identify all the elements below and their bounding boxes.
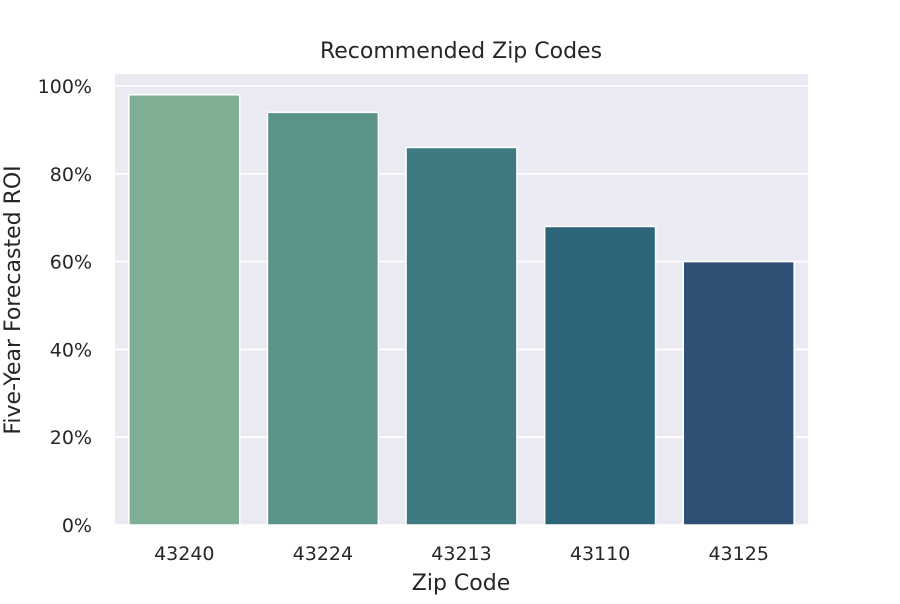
bar-43125 <box>682 260 795 526</box>
bar-43224 <box>266 111 380 526</box>
x-tick-label: 43224 <box>293 543 353 565</box>
y-tick-label: 0% <box>62 515 92 537</box>
y-tick-label: 100% <box>38 76 92 98</box>
y-tick-label: 40% <box>50 339 92 361</box>
x-tick-label: 43110 <box>570 543 630 565</box>
x-tick-label: 43240 <box>154 543 214 565</box>
bar-43110 <box>543 225 657 526</box>
x-tick-labels: 43240 43224 43213 43110 43125 <box>154 543 769 565</box>
bar-43240 <box>128 94 241 526</box>
y-axis-label: Five-Year Forecasted ROI <box>1 165 26 434</box>
y-tick-label: 80% <box>50 164 92 186</box>
y-tick-label: 20% <box>50 427 92 449</box>
x-tick-label: 43213 <box>431 543 491 565</box>
bar-43213 <box>405 146 518 526</box>
x-tick-label: 43125 <box>708 543 768 565</box>
y-tick-labels: 0% 20% 40% 60% 80% 100% <box>38 76 92 537</box>
x-axis-label: Zip Code <box>412 571 510 596</box>
y-tick-label: 60% <box>50 252 92 274</box>
bars <box>128 94 795 526</box>
chart-title: Recommended Zip Codes <box>320 39 602 64</box>
